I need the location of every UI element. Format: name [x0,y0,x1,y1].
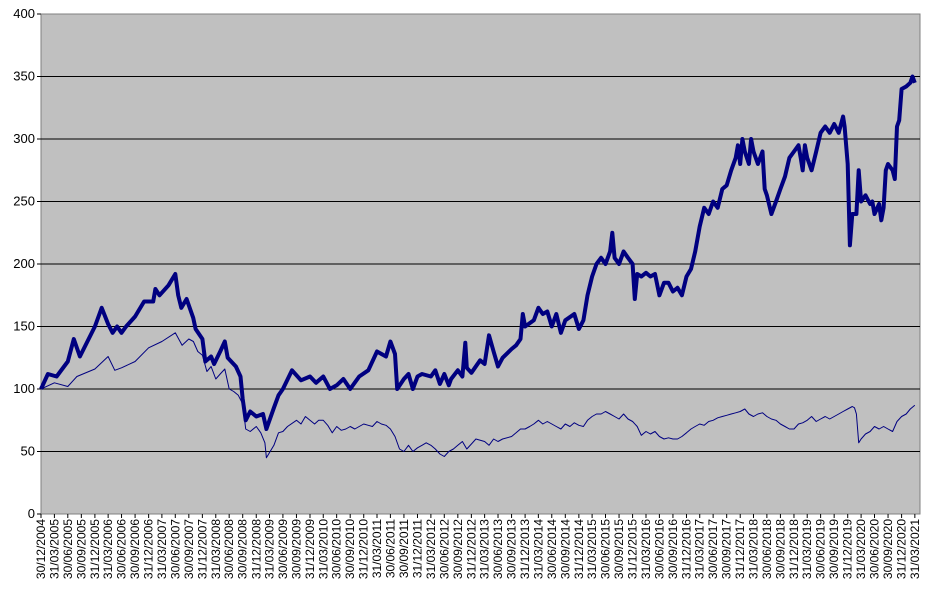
x-tick-label: 30/06/2011 [383,519,397,578]
y-tick-label: 150 [13,319,35,334]
y-tick-label: 300 [13,131,35,146]
y-tick-label: 350 [13,69,35,84]
y-tick-label: 200 [13,256,35,271]
x-tick-label: 31/03/2020 [854,519,868,579]
x-tick-label: 31/12/2013 [518,519,532,579]
x-tick-label: 31/03/2012 [424,519,438,579]
x-tick-label: 30/09/2015 [612,519,626,579]
x-tick-label: 31/03/2017 [693,519,707,579]
x-tick-label: 31/12/2012 [464,519,478,579]
gridlines [41,76,920,452]
x-tick-label: 30/09/2013 [505,519,519,579]
x-tick-label: 31/03/2013 [478,519,492,579]
x-tick-label: 31/12/2008 [249,519,263,579]
x-tick-label: 31/03/2015 [585,519,599,579]
x-tick-label: 30/09/2005 [74,519,88,579]
series-line-thick [39,74,917,431]
x-tick-label: 31/12/2010 [357,519,371,579]
x-tick-label: 30/06/2005 [61,519,75,579]
x-tick-label: 30/06/2020 [868,519,882,579]
x-tick-label: 30/09/2012 [451,519,465,579]
x-tick-label: 30/09/2008 [236,519,250,579]
y-axis: 0 50 100 150 200 250 300 350 400 [13,6,41,521]
x-tick-label: 30/09/2009 [289,519,303,579]
x-tick-label: 30/09/2006 [128,519,142,579]
x-tick-label: 30/06/2019 [814,519,828,579]
x-tick-label: 31/12/2016 [679,519,693,579]
x-tick-label: 30/09/2011 [397,519,411,578]
x-tick-label: 31/03/2016 [639,519,653,579]
x-tick-label: 31/03/2011 [370,519,384,578]
y-tick-label: 0 [28,506,35,521]
x-tick-label: 30/09/2018 [773,519,787,579]
x-tick-label: 31/12/2020 [895,519,909,579]
y-tick-label: 250 [13,194,35,209]
x-tick-label: 31/12/2011 [410,519,424,578]
x-tick-label: 30/06/2010 [330,519,344,579]
x-tick-label: 30/09/2020 [881,519,895,579]
x-tick-label: 30/06/2007 [168,519,182,579]
y-tick-label: 400 [13,6,35,21]
x-tick-label: 31/03/2018 [746,519,760,579]
x-tick-label: 30/06/2006 [115,519,129,579]
x-tick-label: 30/06/2017 [706,519,720,579]
x-tick-label: 31/12/2019 [841,519,855,579]
x-tick-label: 31/12/2018 [787,519,801,579]
x-tick-label: 31/03/2021 [908,519,922,579]
x-tick-label: 30/09/2016 [666,519,680,579]
x-tick-label: 31/03/2008 [209,519,223,579]
x-tick-label: 30/09/2007 [182,519,196,579]
x-tick-label: 31/03/2014 [531,519,545,579]
x-tick-label: 31/12/2007 [195,519,209,579]
x-tick-label: 31/03/2006 [101,519,115,579]
x-tick-label: 30/09/2017 [720,519,734,579]
x-axis: 30/12/2004 31/03/2005 30/06/2005 30/09/2005… [34,514,922,579]
x-tick-label: 31/12/2005 [88,519,102,579]
x-tick-label: 31/03/2010 [316,519,330,579]
x-tick-label: 30/06/2008 [222,519,236,579]
series-line-thin [40,332,916,459]
x-tick-label: 30/12/2004 [34,519,48,579]
x-tick-label: 31/12/2017 [733,519,747,579]
x-tick-label: 30/06/2013 [491,519,505,579]
x-tick-label: 30/06/2018 [760,519,774,579]
y-tick-label: 50 [21,444,35,459]
x-tick-label: 31/03/2019 [800,519,814,579]
x-tick-label: 30/09/2019 [827,519,841,579]
x-tick-label: 31/03/2005 [47,519,61,579]
x-tick-label: 31/03/2009 [263,519,277,579]
x-tick-label: 30/06/2015 [599,519,613,579]
x-tick-label: 30/06/2012 [437,519,451,579]
x-tick-label: 31/12/2014 [572,519,586,579]
x-tick-label: 30/09/2014 [558,519,572,579]
x-tick-label: 31/03/2007 [155,519,169,579]
x-tick-label: 30/06/2016 [652,519,666,579]
x-tick-label: 31/12/2015 [626,519,640,579]
x-tick-label: 30/06/2014 [545,519,559,579]
y-tick-label: 100 [13,381,35,396]
x-tick-label: 30/06/2009 [276,519,290,579]
series-lines [39,74,917,459]
x-tick-label: 31/12/2006 [142,519,156,579]
x-tick-label: 30/09/2010 [343,519,357,579]
x-tick-label: 31/12/2009 [303,519,317,579]
